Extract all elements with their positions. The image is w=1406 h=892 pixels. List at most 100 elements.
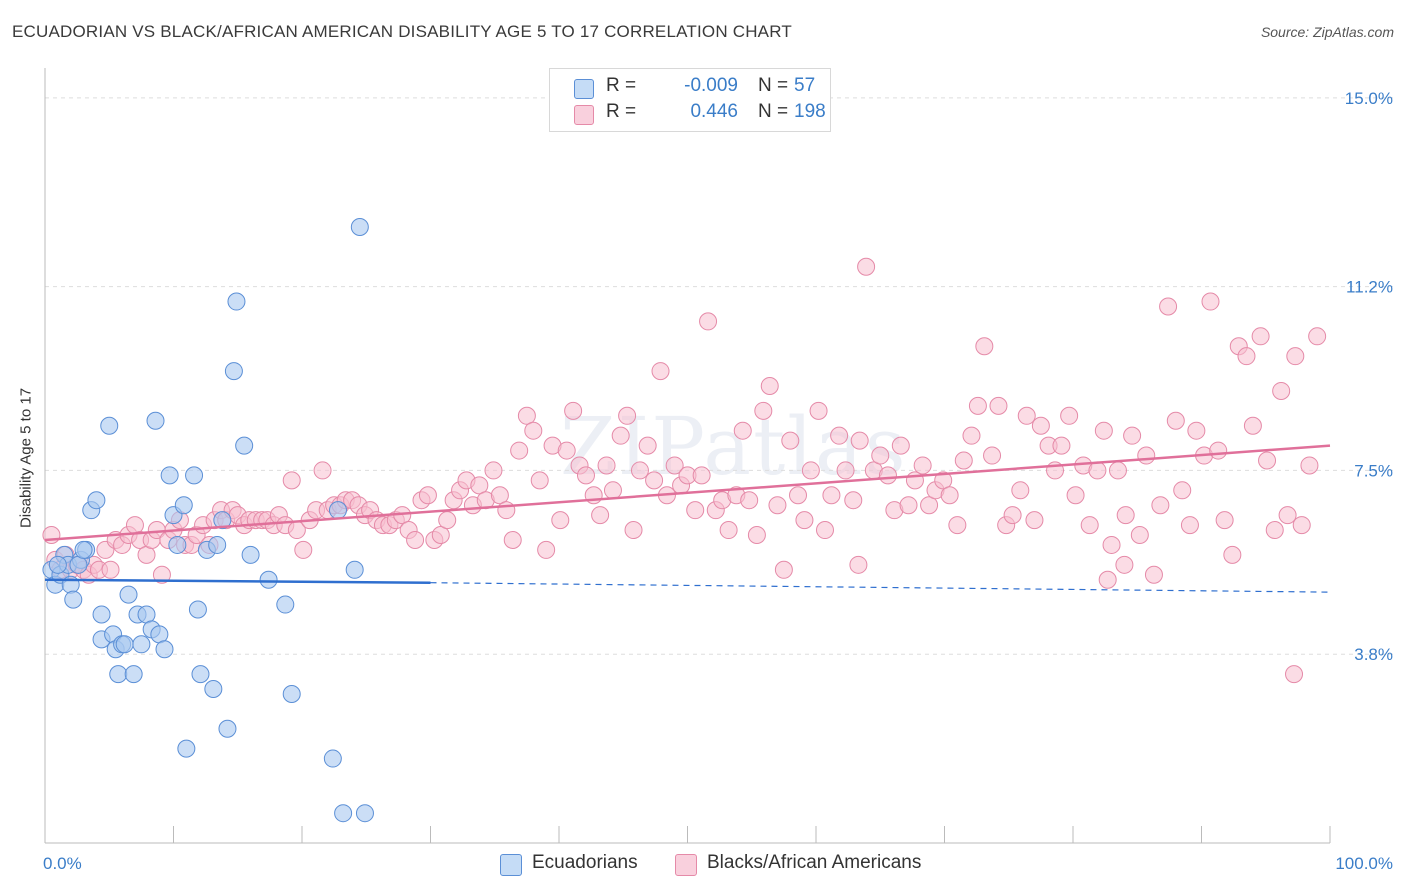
data-point-blacks: [836, 461, 855, 480]
data-point-blacks: [591, 506, 610, 525]
data-point-blacks: [638, 436, 657, 455]
data-point-blacks: [530, 471, 549, 490]
data-point-blacks: [1308, 327, 1327, 346]
grid-lines: [45, 97, 1395, 655]
data-point-blacks: [1173, 481, 1192, 500]
correlation-legend: R = -0.009 N = 57 R = 0.446 N = 198: [549, 68, 831, 132]
data-point-blacks: [1098, 570, 1117, 589]
data-point-blacks: [1094, 421, 1113, 440]
y-tick-label: 7.5%: [1354, 461, 1393, 480]
data-point-blacks: [313, 461, 332, 480]
data-point-blacks: [645, 471, 664, 490]
data-point-blacks: [899, 496, 918, 515]
data-point-ecuadorians: [191, 665, 210, 684]
data-point-ecuadorians: [115, 635, 134, 654]
data-point-blacks: [418, 486, 437, 505]
data-point-blacks: [699, 312, 718, 331]
data-point-blacks: [983, 446, 1002, 465]
data-point-ecuadorians: [227, 292, 246, 311]
bottom-legend-label: Ecuadorians: [532, 852, 638, 873]
data-point-ecuadorians: [350, 218, 369, 237]
data-point-blacks: [920, 496, 939, 515]
data-point-blacks: [470, 476, 489, 495]
data-point-ecuadorians: [177, 739, 196, 758]
data-point-blacks: [576, 466, 595, 485]
data-point-ecuadorians: [323, 749, 342, 768]
legend-n-label: N =: [758, 75, 789, 96]
source-label: Source: ZipAtlas.com: [1260, 24, 1394, 40]
data-point-blacks: [850, 431, 869, 450]
data-point-blacks: [490, 486, 509, 505]
data-point-blacks: [1278, 506, 1297, 525]
data-point-blacks: [913, 456, 932, 475]
data-point-blacks: [152, 565, 171, 584]
data-point-blacks: [1251, 327, 1270, 346]
data-point-blacks: [557, 441, 576, 460]
data-point-blacks: [603, 481, 622, 500]
data-point-ecuadorians: [92, 605, 111, 624]
data-point-blacks: [891, 436, 910, 455]
data-point-blacks: [768, 496, 787, 515]
data-point-blacks: [1108, 461, 1127, 480]
data-point-ecuadorians: [213, 511, 232, 530]
data-point-blacks: [878, 466, 897, 485]
legend-r-value: -0.009: [684, 75, 738, 96]
data-point-blacks: [1166, 411, 1185, 430]
data-point-blacks: [975, 337, 994, 356]
data-point-ecuadorians: [224, 362, 243, 381]
data-point-ecuadorians: [119, 585, 138, 604]
data-point-ecuadorians: [282, 684, 301, 703]
data-point-blacks: [1130, 526, 1149, 545]
data-point-blacks: [733, 421, 752, 440]
data-point-ecuadorians: [188, 600, 207, 619]
data-point-blacks: [1243, 416, 1262, 435]
data-point-blacks: [830, 426, 849, 445]
data-point-ecuadorians: [146, 411, 165, 430]
data-point-blacks: [968, 396, 987, 415]
data-point-ecuadorians: [204, 680, 223, 699]
data-point-blacks: [809, 401, 828, 420]
data-point-blacks: [781, 431, 800, 450]
data-point-ecuadorians: [48, 555, 67, 574]
data-point-blacks: [1285, 665, 1304, 684]
data-point-blacks: [1151, 496, 1170, 515]
data-point-blacks: [597, 456, 616, 475]
data-point-blacks: [747, 526, 766, 545]
data-point-blacks: [406, 530, 425, 549]
data-point-blacks: [1180, 516, 1199, 535]
data-point-blacks: [1292, 516, 1311, 535]
data-point-ecuadorians: [241, 545, 260, 564]
trend-line-ecuadorians: [44, 578, 431, 584]
data-point-blacks: [1209, 441, 1228, 460]
data-point-blacks: [1123, 426, 1142, 445]
trend-line-ecuadorians-extension: [430, 582, 1331, 593]
data-point-ecuadorians: [132, 635, 151, 654]
data-point-blacks: [1237, 347, 1256, 366]
data-point-blacks: [754, 401, 773, 420]
data-point-blacks: [497, 501, 516, 520]
legend-r-label: R =: [606, 75, 637, 96]
x-tick-label: 100.0%: [1335, 854, 1393, 873]
data-point-blacks: [760, 376, 779, 395]
data-point-blacks: [1223, 545, 1242, 564]
data-point-ecuadorians: [235, 436, 254, 455]
data-point-blacks: [934, 471, 953, 490]
data-point-blacks: [789, 486, 808, 505]
data-point-blacks: [282, 471, 301, 490]
data-point-blacks: [1115, 555, 1134, 574]
bottom-legend-swatch-blue: [500, 854, 522, 876]
data-point-blacks: [989, 396, 1008, 415]
data-point-blacks: [692, 466, 711, 485]
trend-lines: [44, 444, 1331, 593]
data-point-blacks: [801, 461, 820, 480]
data-point-blacks: [940, 486, 959, 505]
data-point-blacks: [503, 530, 522, 549]
data-point-blacks: [1116, 506, 1135, 525]
data-point-ecuadorians: [174, 496, 193, 515]
data-point-ecuadorians: [64, 590, 83, 609]
chart-title: ECUADORIAN VS BLACK/AFRICAN AMERICAN DIS…: [12, 22, 792, 41]
data-point-blacks: [740, 491, 759, 510]
data-point-blacks: [665, 456, 684, 475]
data-point-blacks: [849, 555, 868, 574]
data-point-ecuadorians: [259, 570, 278, 589]
